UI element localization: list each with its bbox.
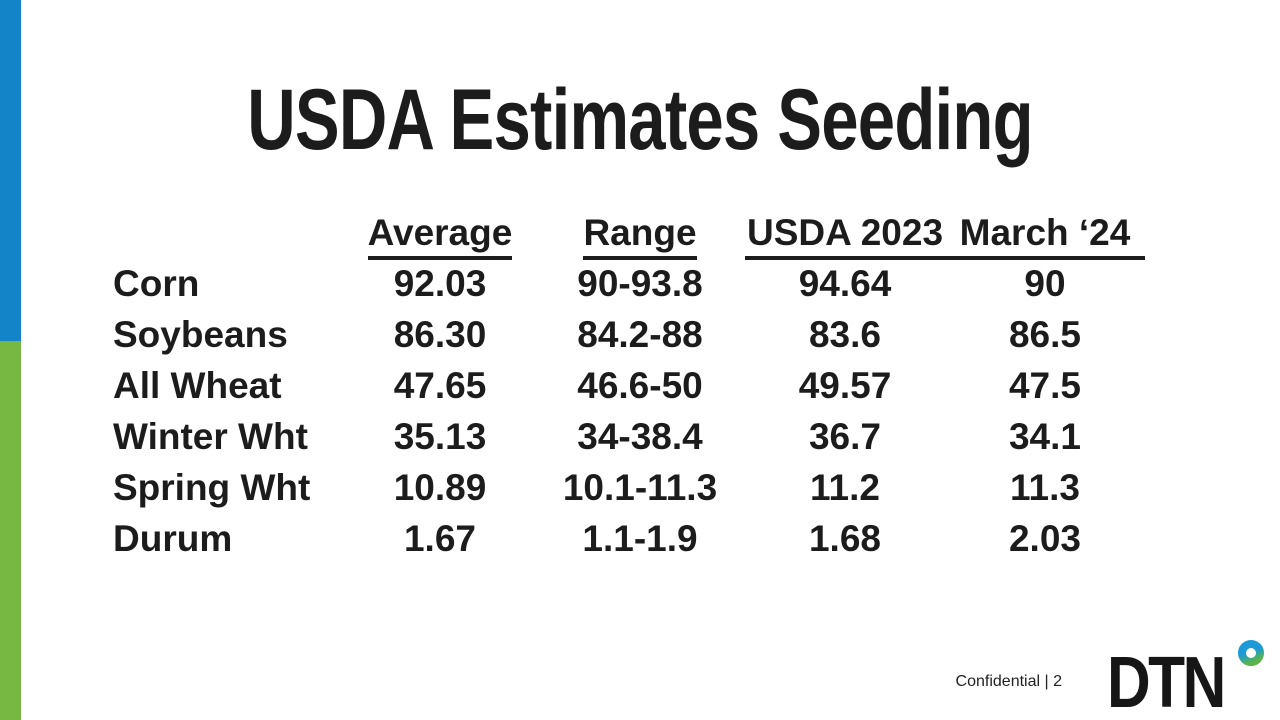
row-label: Corn bbox=[113, 262, 200, 304]
accent-bar-blue-segment bbox=[0, 0, 21, 341]
accent-bar-green-segment bbox=[0, 341, 21, 720]
cell-usda-2023: 49.57 bbox=[798, 364, 892, 406]
cell-average: 92.03 bbox=[393, 262, 487, 304]
row-label: Durum bbox=[113, 517, 233, 559]
cell-range: 84.2-88 bbox=[577, 313, 703, 355]
confidential-page-number: Confidential | 2 bbox=[955, 673, 1062, 690]
dtn-logo-text: DTN bbox=[1107, 643, 1226, 720]
dtn-logo: DTN bbox=[1089, 638, 1264, 719]
cell-march-24: 47.5 bbox=[1008, 364, 1081, 406]
header-march-24: March ‘24 bbox=[959, 212, 1131, 253]
header-average: Average bbox=[345, 212, 535, 260]
row-label: Soybeans bbox=[113, 313, 288, 355]
header-usda-2023: USDA 2023 bbox=[746, 212, 944, 253]
header-range: Range bbox=[535, 212, 745, 260]
cell-average: 1.67 bbox=[403, 517, 476, 559]
cell-usda-2023: 94.64 bbox=[798, 262, 892, 304]
cell-usda-2023: 36.7 bbox=[808, 415, 881, 457]
header-usda-march-group: USDA 2023 March ‘24 bbox=[745, 212, 1145, 260]
cell-average: 47.65 bbox=[393, 364, 487, 406]
row-label: Winter Wht bbox=[113, 415, 308, 457]
seeding-estimates-table: Average Range USDA 2023 March ‘24 Corn 9… bbox=[113, 212, 1145, 564]
cell-average: 86.30 bbox=[393, 313, 487, 355]
table-row: Durum 1.67 1.1-1.9 1.68 2.03 bbox=[113, 513, 1145, 564]
row-label: All Wheat bbox=[113, 364, 282, 406]
cell-range: 34-38.4 bbox=[577, 415, 703, 457]
dtn-logo-ring-icon bbox=[1238, 640, 1264, 666]
table-row: Soybeans 86.30 84.2-88 83.6 86.5 bbox=[113, 309, 1145, 360]
cell-average: 35.13 bbox=[393, 415, 487, 457]
table-row: Spring Wht 10.89 10.1-11.3 11.2 11.3 bbox=[113, 462, 1145, 513]
cell-usda-2023: 11.2 bbox=[810, 466, 880, 508]
table-header-row: Average Range USDA 2023 March ‘24 bbox=[113, 212, 1145, 260]
cell-march-24: 11.3 bbox=[1010, 466, 1080, 508]
cell-march-24: 90 bbox=[1024, 262, 1066, 304]
left-accent-bar bbox=[0, 0, 21, 720]
cell-usda-2023: 1.68 bbox=[808, 517, 881, 559]
cell-average: 10.89 bbox=[393, 466, 487, 508]
row-label: Spring Wht bbox=[113, 466, 311, 508]
table-row: All Wheat 47.65 46.6-50 49.57 47.5 bbox=[113, 360, 1145, 411]
header-range-label: Range bbox=[583, 212, 697, 260]
table-row: Corn 92.03 90-93.8 94.64 90 bbox=[113, 258, 1145, 309]
table-row: Winter Wht 35.13 34-38.4 36.7 34.1 bbox=[113, 411, 1145, 462]
cell-usda-2023: 83.6 bbox=[808, 313, 881, 355]
cell-march-24: 34.1 bbox=[1008, 415, 1081, 457]
cell-range: 46.6-50 bbox=[577, 364, 703, 406]
cell-range: 90-93.8 bbox=[577, 262, 703, 304]
slide-title: USDA Estimates Seeding bbox=[247, 72, 1033, 168]
cell-march-24: 2.03 bbox=[1008, 517, 1081, 559]
cell-range: 1.1-1.9 bbox=[582, 517, 698, 559]
cell-march-24: 86.5 bbox=[1008, 313, 1081, 355]
header-average-label: Average bbox=[367, 212, 513, 260]
cell-range: 10.1-11.3 bbox=[562, 466, 718, 508]
